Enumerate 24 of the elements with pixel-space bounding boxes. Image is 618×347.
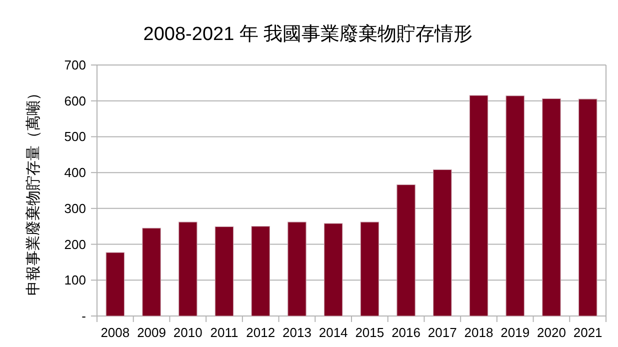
chart-title: 2008-2021 年 我國事業廢棄物貯存情形	[143, 23, 473, 45]
y-tick-label: 600	[64, 93, 86, 108]
y-tick-label: 100	[64, 272, 86, 288]
x-tick-label: 2015	[355, 325, 384, 340]
x-tick-label: 2010	[173, 325, 202, 340]
x-tick-label: 2014	[318, 325, 348, 340]
y-tick-label: 500	[64, 129, 86, 144]
x-tick-label: 2016	[392, 325, 420, 340]
y-tick-label: -	[82, 308, 86, 324]
x-tick-label: 2017	[428, 325, 457, 340]
y-tick-label: 700	[64, 58, 86, 72]
y-tick-label: 400	[64, 165, 86, 180]
x-tick-label: 2019	[500, 325, 530, 340]
x-tick-label: 2012	[246, 325, 276, 340]
x-tick-label: 2021	[573, 325, 602, 340]
y-tick-label: 300	[64, 200, 86, 216]
x-tick-label: 2020	[537, 325, 566, 340]
x-tick-label: 2011	[210, 325, 238, 340]
y-tick-label: 200	[64, 236, 86, 252]
x-tick-label: 2009	[137, 325, 166, 340]
x-tick-label: 2018	[464, 325, 494, 340]
x-tick-label: 2013	[282, 325, 312, 340]
x-tick-label: 2008	[100, 325, 130, 340]
y-axis-title: 申報事業廢棄物貯存量（萬噸）	[25, 86, 42, 296]
